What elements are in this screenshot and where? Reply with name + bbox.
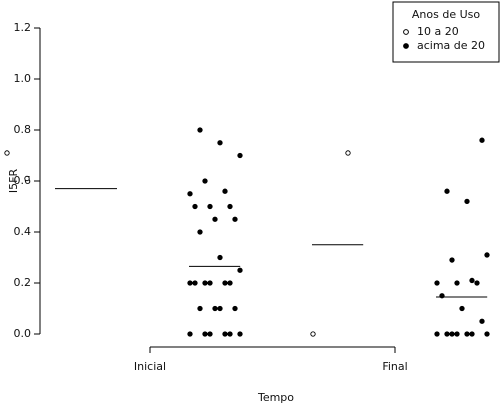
data-point [310, 331, 316, 337]
data-point [434, 280, 440, 286]
x-axis-label: Tempo [257, 391, 294, 404]
y-tick-label: 0.4 [14, 225, 32, 238]
data-point [202, 280, 208, 286]
data-point [484, 252, 490, 258]
y-tick-label: 1.2 [14, 21, 32, 34]
y-tick-label: 0.8 [14, 123, 32, 136]
data-point [207, 203, 213, 210]
data-point [202, 178, 208, 184]
data-point [464, 198, 470, 205]
data-point [222, 280, 228, 286]
x-tick-label: Inicial [134, 360, 166, 373]
data-point [434, 331, 440, 337]
data-point [187, 331, 193, 337]
data-point [345, 150, 351, 156]
legend-title: Anos de Uso [412, 8, 480, 21]
data-point [479, 137, 485, 143]
data-point [469, 277, 475, 284]
data-point [222, 331, 228, 337]
data-point [449, 331, 455, 337]
data-point [227, 280, 233, 286]
data-point [207, 280, 213, 286]
data-point [197, 127, 203, 133]
data-point [227, 203, 233, 210]
data-point [24, 175, 30, 182]
data-point [197, 229, 203, 235]
data-point [232, 216, 238, 222]
data-point [444, 188, 450, 194]
data-point [237, 331, 243, 337]
data-point [237, 152, 243, 159]
y-axis-label: I5FR [7, 169, 20, 194]
data-point [192, 203, 198, 210]
legend-marker [403, 43, 409, 49]
y-tick-label: 0.2 [14, 276, 32, 289]
data-point [232, 305, 238, 312]
y-tick-label: 1.0 [14, 72, 32, 85]
data-point [217, 140, 223, 146]
data-point [464, 331, 470, 337]
data-point [217, 305, 223, 312]
legend-box [392, 1, 500, 63]
data-point [187, 191, 193, 197]
data-point [212, 216, 218, 222]
x-tick-label: Final [382, 360, 407, 373]
data-point [484, 331, 490, 337]
data-point [222, 188, 228, 194]
data-point [207, 331, 213, 337]
data-point [474, 280, 480, 286]
data-point [212, 305, 218, 312]
y-tick-label: 0.0 [14, 327, 32, 340]
data-point [454, 331, 460, 337]
data-point [202, 331, 208, 337]
data-point [187, 280, 193, 286]
data-point [4, 150, 10, 156]
data-point [227, 331, 233, 337]
data-point [217, 254, 223, 261]
data-point [479, 318, 485, 324]
legend-label: acima de 20 [417, 39, 485, 52]
data-point [454, 280, 460, 286]
data-point [444, 331, 450, 337]
legend-marker [403, 29, 409, 35]
legend-label: 10 a 20 [417, 25, 459, 38]
data-point [469, 331, 475, 337]
data-point [192, 280, 198, 286]
data-point [237, 267, 243, 273]
data-point [449, 257, 455, 263]
data-point [459, 305, 465, 312]
data-point [197, 305, 203, 312]
